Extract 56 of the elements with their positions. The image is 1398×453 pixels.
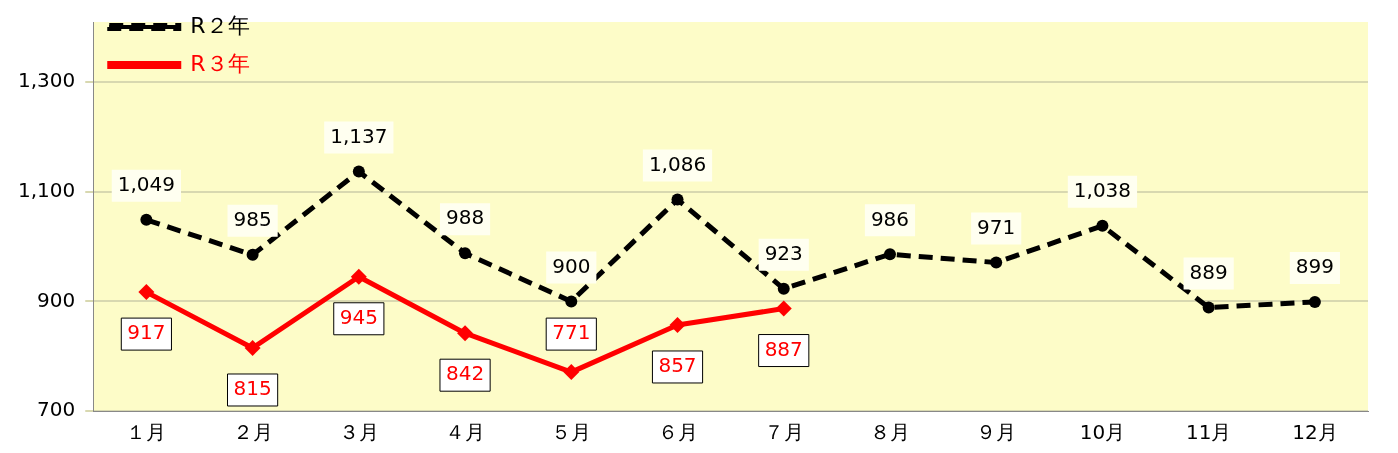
x-tick-label: ５月 [551,420,592,445]
point [140,213,153,226]
x-tick-label: 12月 [1292,420,1338,445]
data-label: 857 [658,353,697,378]
data-label: 771 [552,320,591,345]
x-tick-label: ２月 [232,420,273,445]
point [138,284,155,301]
point [563,364,580,381]
data-label: 988 [445,205,485,230]
data-label: 985 [233,207,272,232]
y-tick-label: 700 [37,397,76,422]
data-label: 986 [870,206,910,231]
data-label: 945 [339,304,378,329]
x-tick-label: ９月 [976,420,1017,445]
data-label: 1,086 [648,151,707,176]
data-label: 923 [764,241,803,266]
x-tick-label: １月 [126,420,167,445]
x-tick-label: 11月 [1185,420,1232,445]
point [777,282,790,295]
data-label: 1,049 [117,171,175,196]
x-tick-label: ８月 [869,420,910,445]
point [457,325,474,342]
data-label: 900 [552,253,591,278]
y-tick-label: 1,100 [17,178,76,203]
y-tick-label: 1,300 [17,68,76,93]
point [565,295,578,308]
data-label: 971 [977,214,1016,239]
data-label: 1,038 [1073,178,1132,203]
x-tick-label: ７月 [763,420,804,445]
point [244,339,261,356]
x-tick-label: 10月 [1079,420,1126,445]
point [669,316,686,333]
point [775,300,792,317]
point [671,193,684,206]
data-label: 1,137 [330,123,388,148]
data-label: 842 [445,361,485,386]
y-tick-label: 900 [37,287,76,312]
data-label: 887 [764,336,803,361]
point [990,256,1003,269]
point [1308,295,1321,308]
point [1096,219,1109,232]
legend-label: R２年 [190,12,250,38]
data-label: 917 [127,320,166,345]
point [350,268,367,285]
data-label: 889 [1189,259,1228,284]
x-tick-label: ３月 [338,420,379,445]
data-label: 815 [233,376,272,401]
data-label: 899 [1295,254,1334,279]
point [246,248,259,261]
point [1202,301,1215,314]
point [352,165,365,178]
point [459,247,472,260]
x-tick-label: ４月 [445,420,486,445]
x-tick-label: ６月 [657,420,698,445]
legend-label: R３年 [190,50,250,76]
point [883,248,896,261]
